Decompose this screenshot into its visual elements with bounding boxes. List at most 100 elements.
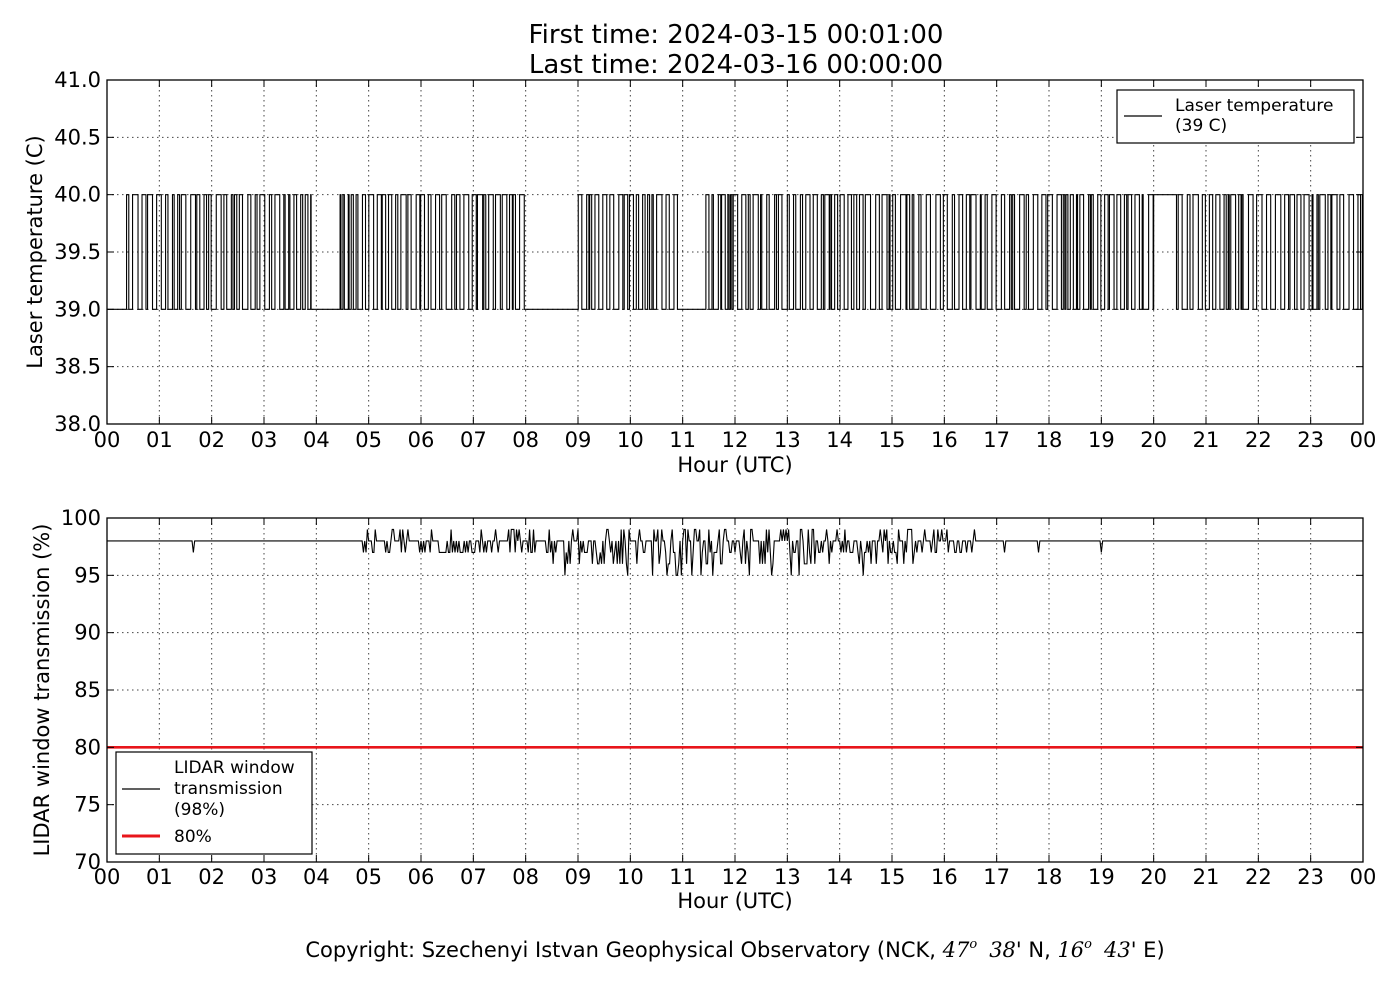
- lidar-transmission-panel: 70 75 80 85 90 95 100 00 01 02 03 04 05 06 07 08 09 10 11…: [30, 506, 1376, 913]
- x-tick-label: 16: [931, 865, 958, 889]
- y-tick-label: 90: [74, 621, 101, 645]
- y-tick-label: 85: [74, 678, 101, 702]
- x-tick-label: 01: [146, 865, 173, 889]
- x-tick-label: 13: [774, 428, 801, 452]
- x-tick-label: 20: [1140, 428, 1167, 452]
- legend-label-lidar-2: transmission: [174, 779, 283, 799]
- copyright-footer: Copyright: Szechenyi Istvan Geophysical …: [305, 937, 1164, 962]
- x-tick-label: 08: [512, 865, 539, 889]
- y-tick-label: 100: [61, 506, 101, 530]
- x-tick-label: 22: [1245, 428, 1272, 452]
- x-tick-label: 03: [251, 865, 278, 889]
- x-tick-label: 04: [303, 865, 330, 889]
- last-time-title: Last time: 2024-03-16 00:00:00: [529, 50, 943, 80]
- x-tick-label: 01: [146, 428, 173, 452]
- longitude-degrees: 16: [1057, 938, 1084, 962]
- x-tick-label: 00: [94, 865, 121, 889]
- x-tick-label: 15: [879, 865, 906, 889]
- x-tick-label: 08: [512, 428, 539, 452]
- laser-temperature-panel: 38.038.539.039.540.040.541.0 00 01 02 03 04 0…: [23, 68, 1376, 477]
- x-tick-label: 18: [1036, 428, 1063, 452]
- x-tick-label: 23: [1297, 865, 1324, 889]
- x-tick-label: 12: [722, 428, 749, 452]
- x-tick-label: 17: [983, 865, 1010, 889]
- x-tick-label: 20: [1140, 865, 1167, 889]
- y-tick-label: 41.0: [54, 68, 101, 92]
- y-tick-label: 38.0: [54, 412, 101, 436]
- y-tick-label: 38.5: [54, 355, 101, 379]
- laser-temperature-series: [107, 194, 1363, 310]
- longitude-suffix: ' E): [1131, 938, 1165, 962]
- y-tick-label: 80: [74, 735, 101, 759]
- x-tick-label: 05: [355, 865, 382, 889]
- x-tick-label: 10: [617, 428, 644, 452]
- x-tick-label: 04: [303, 428, 330, 452]
- latitude-suffix: ' N,: [1016, 938, 1058, 962]
- y-ticks: 70 75 80 85 90 95 100: [61, 506, 1363, 874]
- y-tick-label: 40.5: [54, 125, 101, 149]
- y-tick-label: 39.0: [54, 297, 101, 321]
- x-tick-label: 11: [669, 865, 696, 889]
- x-tick-label: 21: [1193, 865, 1220, 889]
- x-tick-label: 23: [1297, 428, 1324, 452]
- x-tick-label: 09: [565, 428, 592, 452]
- x-tick-label: 09: [565, 865, 592, 889]
- x-tick-label: 02: [198, 428, 225, 452]
- latitude-degrees: 47: [942, 938, 970, 962]
- x-tick-label: 00: [1350, 865, 1377, 889]
- lidar-transmission-line: [107, 528, 1363, 576]
- y-ticks: 38.0 38.5 39.0 39.5 40.0 40.5 41.0: [54, 68, 1363, 436]
- x-tick-label: 19: [1088, 865, 1115, 889]
- lidar-transmission-series: [107, 528, 1363, 576]
- x-tick-label: 06: [408, 865, 435, 889]
- legend-label-lidar-3: (98%): [174, 800, 225, 820]
- x-axis-label: Hour (UTC): [677, 889, 792, 913]
- x-tick-label: 16: [931, 428, 958, 452]
- x-tick-label: 02: [198, 865, 225, 889]
- x-tick-label: 00: [1350, 428, 1377, 452]
- y-axis-label: Laser temperature (C): [23, 135, 47, 368]
- y-tick-label: 95: [74, 563, 101, 587]
- legend-label-laser-2: (39 C): [1175, 116, 1227, 136]
- x-tick-label: 10: [617, 865, 644, 889]
- longitude-minutes: 43: [1103, 938, 1131, 962]
- x-axis-label: Hour (UTC): [677, 453, 792, 477]
- x-tick-label: 19: [1088, 428, 1115, 452]
- plot-area: [107, 518, 1363, 862]
- legend-label-lidar-1: LIDAR window: [174, 758, 295, 778]
- x-tick-label: 21: [1193, 428, 1220, 452]
- x-tick-label: 14: [826, 428, 853, 452]
- x-tick-label: 06: [408, 428, 435, 452]
- x-tick-label: 11: [669, 428, 696, 452]
- x-tick-label: 17: [983, 428, 1010, 452]
- legend-label-laser-1: Laser temperature: [1175, 96, 1333, 116]
- latitude-minutes: 38: [989, 938, 1016, 962]
- x-tick-label: 07: [460, 865, 487, 889]
- x-ticks: 00 01 02 03 04 05 06 07 08 09 10 11 12 13 14 15 16 17 18 19…: [94, 518, 1377, 889]
- y-tick-label: 75: [74, 793, 101, 817]
- x-tick-label: 13: [774, 865, 801, 889]
- legend-label-80: 80%: [174, 827, 212, 847]
- legend: LIDAR window transmission (98%) 80%: [115, 751, 313, 855]
- x-tick-label: 00: [94, 428, 121, 452]
- x-tick-label: 22: [1245, 865, 1272, 889]
- x-tick-label: 14: [826, 865, 853, 889]
- x-tick-label: 18: [1036, 865, 1063, 889]
- y-tick-label: 70: [74, 850, 101, 874]
- x-tick-label: 07: [460, 428, 487, 452]
- first-time-title: First time: 2024-03-15 00:01:00: [529, 20, 944, 50]
- latitude-degree-symbol: o: [969, 937, 977, 952]
- y-tick-label: 39.5: [54, 240, 101, 264]
- longitude-degree-symbol: o: [1084, 937, 1092, 952]
- laser-temperature-line: [107, 194, 1363, 310]
- x-ticks: 00 01 02 03 04 05 06 07 08 09 10 11 12 13 14 15 16 17 18 19…: [94, 80, 1377, 452]
- legend: Laser temperature (39 C): [1116, 89, 1355, 144]
- copyright-prefix: Copyright: Szechenyi Istvan Geophysical …: [305, 938, 942, 962]
- x-tick-label: 05: [355, 428, 382, 452]
- y-axis-label: LIDAR window transmission (%): [30, 524, 54, 857]
- x-tick-label: 12: [722, 865, 749, 889]
- y-tick-label: 40.0: [54, 183, 101, 207]
- x-tick-label: 03: [251, 428, 278, 452]
- x-tick-label: 15: [879, 428, 906, 452]
